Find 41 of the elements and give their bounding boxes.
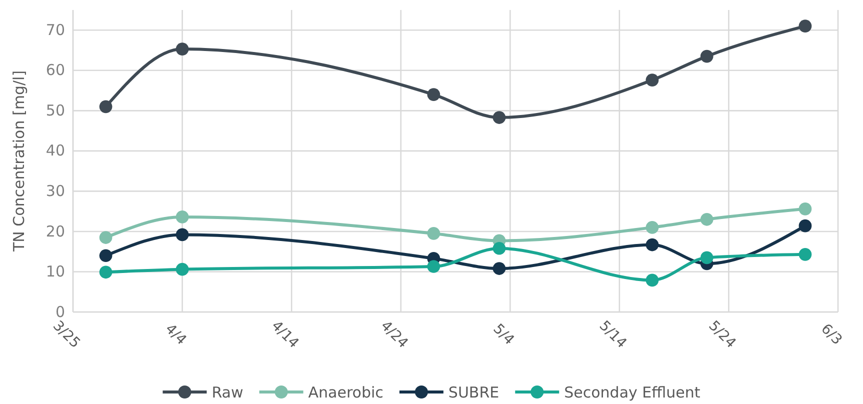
- point: [700, 212, 714, 226]
- x-tick-label: 4/4: [162, 321, 190, 348]
- point: [798, 20, 812, 33]
- x-tick-label: 5/4: [490, 321, 518, 348]
- y-tick-label: 30: [46, 182, 65, 200]
- point: [99, 100, 112, 114]
- point: [176, 228, 189, 242]
- point: [700, 251, 714, 264]
- point: [427, 260, 440, 273]
- y-tick-label: 10: [46, 262, 65, 281]
- point: [176, 210, 189, 224]
- y-tick-label: 40: [46, 142, 65, 160]
- point: [492, 262, 506, 275]
- point: [492, 242, 506, 255]
- point: [798, 219, 812, 232]
- point: [646, 74, 659, 86]
- point: [646, 238, 659, 252]
- point: [427, 88, 440, 101]
- y-tick-label: 60: [46, 61, 65, 80]
- point: [798, 202, 812, 216]
- x-tick-label: 6/3: [818, 321, 845, 348]
- point: [646, 221, 659, 234]
- point: [646, 274, 659, 287]
- y-tick-label: 50: [46, 101, 65, 120]
- point: [99, 249, 112, 262]
- point: [99, 266, 112, 279]
- point: [700, 50, 714, 63]
- y-axis-title: TN Concentration [mg/l]: [10, 70, 28, 253]
- point: [427, 227, 440, 240]
- point: [492, 111, 506, 124]
- point: [176, 42, 189, 56]
- y-tick-label: 70: [46, 20, 65, 39]
- y-tick-label: 0: [55, 302, 65, 321]
- legend-label: Seconday Effluent: [564, 383, 700, 402]
- point: [99, 231, 112, 244]
- legend-label: Anaerobic: [308, 383, 384, 402]
- point: [798, 248, 812, 261]
- legend-label: SUBRE: [448, 383, 500, 402]
- point: [176, 262, 189, 276]
- y-tick-label: 20: [46, 222, 65, 240]
- legend-label: Raw: [212, 383, 244, 402]
